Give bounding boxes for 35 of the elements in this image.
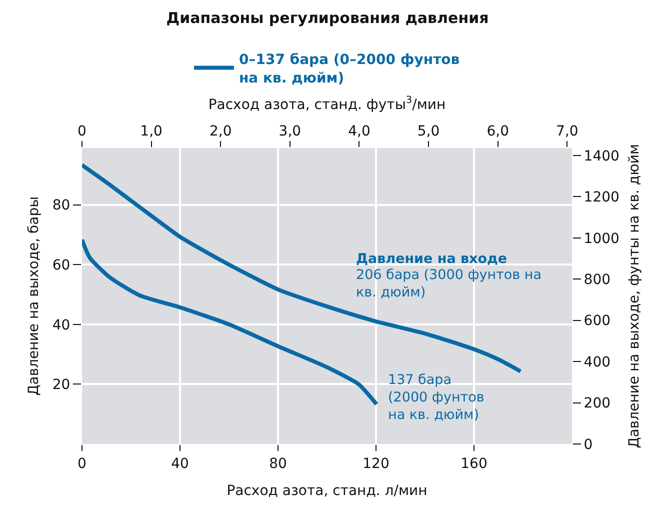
annotation: Давление на входе bbox=[356, 251, 508, 267]
chart-title: Диапазоны регулирования давления bbox=[166, 9, 489, 28]
x2-tick-label: 1,0 bbox=[140, 123, 162, 140]
x2-tick-label: 6,0 bbox=[486, 123, 509, 140]
y2-tick-label: 1200 bbox=[584, 190, 620, 206]
x-tick-label: 80 bbox=[269, 456, 287, 472]
annotation: 137 бара (2000 фунтов на кв. дюйм) bbox=[388, 372, 484, 424]
y2-tick-label: 800 bbox=[584, 272, 611, 288]
x2-tick-label: 4,0 bbox=[348, 123, 370, 140]
y-tick-label: 60 bbox=[52, 258, 70, 274]
y2-tick-label: 200 bbox=[584, 396, 611, 412]
x-tick-label: 40 bbox=[171, 456, 189, 472]
y2-tick-label: 1000 bbox=[584, 230, 620, 247]
x2-tick-label: 2,0 bbox=[209, 123, 232, 140]
x-tick-label: 160 bbox=[460, 456, 488, 472]
y2-tick-label: 0 bbox=[584, 436, 593, 453]
y2-tick-label: 400 bbox=[584, 354, 611, 370]
x2-tick-label: 0 bbox=[78, 123, 86, 140]
x-tick-label: 120 bbox=[362, 456, 390, 472]
x2-tick-label: 5,0 bbox=[417, 123, 440, 140]
x2-tick-label: 3,0 bbox=[278, 123, 302, 140]
line-series bbox=[82, 163, 523, 374]
y-tick-label: 80 bbox=[52, 198, 70, 214]
x2-tick-label: 7,0 bbox=[556, 123, 578, 140]
annotation: 206 бара (3000 фунтов на кв. дюйм) bbox=[356, 267, 542, 301]
x2-axis-title: Расход азота, станд. футы$^{3}$/мин bbox=[208, 95, 446, 113]
x-tick-label: 0 bbox=[78, 456, 86, 472]
legend-label: 0–137 бара (0–2000 фунтов на кв. дюйм) bbox=[239, 52, 460, 86]
y-tick-label: 20 bbox=[52, 377, 70, 394]
y2-axis-title: Давление на выходе, фунты на кв. дюйм bbox=[626, 144, 643, 448]
y-axis-title: Давление на выходе, бары bbox=[26, 196, 42, 396]
y-tick-label: 40 bbox=[52, 317, 70, 334]
y2-tick-label: 1400 bbox=[584, 148, 620, 164]
y2-tick-label: 600 bbox=[584, 313, 611, 330]
x-axis-title: Расход азота, станд. л/мин bbox=[226, 483, 428, 500]
